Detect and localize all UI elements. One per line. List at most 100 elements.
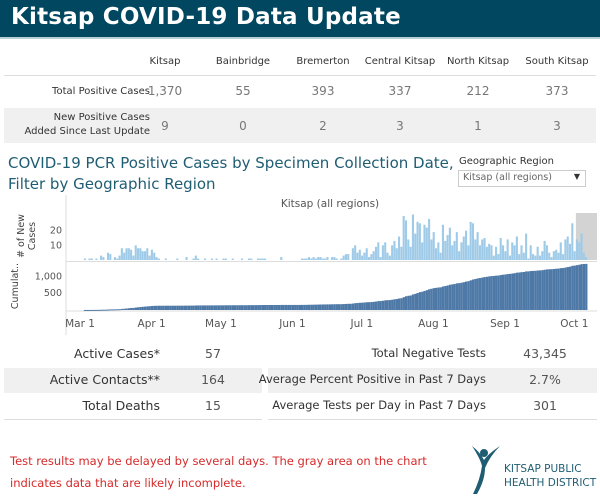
cumulative-bar <box>270 304 274 310</box>
cumulative-bar <box>229 305 232 310</box>
cell-total-central: 337 <box>388 84 412 98</box>
cumulative-bar <box>532 270 535 310</box>
cumulative-bar <box>210 305 214 310</box>
new-cases-bar <box>203 258 207 260</box>
cell-total-kitsap: 1,370 <box>147 84 183 98</box>
new-cases-bar <box>141 251 144 260</box>
cumulative-bar <box>104 309 107 311</box>
cumulative-bar <box>254 305 258 310</box>
new-cases-bar <box>543 240 546 260</box>
new-cases-bar <box>529 245 532 260</box>
new-cases-bar <box>497 254 500 260</box>
cumulative-bar <box>268 304 271 310</box>
cumulative-bar <box>201 305 204 310</box>
new-cases-bar <box>326 257 329 260</box>
cumulative-bar <box>157 305 161 310</box>
new-cases-bar <box>118 255 121 260</box>
cumulative-bar <box>543 269 546 310</box>
cumulative-bar <box>132 307 135 310</box>
cumulative-bar <box>520 272 523 310</box>
cell-total-south: 373 <box>545 84 569 98</box>
cumulative-bar <box>455 283 459 310</box>
new-cases-bar <box>370 254 373 260</box>
new-cases-bar <box>305 258 308 260</box>
cumulative-bar <box>508 273 512 310</box>
new-cases-bar <box>314 258 317 260</box>
cumulative-bar <box>171 305 174 310</box>
new-cases-bar <box>499 237 502 260</box>
new-cases-bar <box>585 257 588 260</box>
cumulative-bar <box>264 304 267 310</box>
new-cases-bar <box>83 258 86 260</box>
cumulative-bar <box>379 301 382 310</box>
cumulative-bar <box>545 269 549 310</box>
cumulative-bar <box>153 305 156 310</box>
cumulative-bar <box>148 306 151 310</box>
new-cases-bar <box>143 251 147 260</box>
new-cases-bar <box>176 258 179 260</box>
cumulative-bar <box>414 293 417 310</box>
new-cases-bar <box>575 239 578 260</box>
cumulative-bar <box>495 275 498 310</box>
new-cases-bar <box>342 255 345 260</box>
cumulative-bar <box>497 275 500 310</box>
new-cases-bar <box>481 239 484 260</box>
cumulative-bar <box>580 264 583 310</box>
cumulative-bar <box>266 304 269 310</box>
region-filter-dropdown[interactable]: Kitsap (all regions) ▼ <box>458 170 586 187</box>
cumulative-bar <box>194 305 198 310</box>
cumulative-bar <box>257 305 260 310</box>
new-cases-bar <box>261 258 264 260</box>
new-cases-bar <box>400 246 403 260</box>
cumulative-bar <box>568 266 572 310</box>
new-cases-bar <box>155 257 158 260</box>
cumulative-bar <box>451 284 454 310</box>
row-label-line1: New Positive Cases <box>53 112 150 123</box>
cumulative-bar <box>259 305 262 310</box>
cumulative-bar <box>90 309 94 311</box>
cumulative-bar <box>522 271 526 310</box>
cumulative-bar <box>176 305 179 310</box>
new-cases-bar <box>116 258 119 260</box>
cumulative-bar <box>465 281 468 310</box>
new-cases-bar <box>356 252 359 260</box>
cumulative-bar <box>513 273 516 310</box>
y-tick-label-new: 10 <box>50 240 62 251</box>
new-cases-bar <box>264 258 267 260</box>
cumulative-bar <box>448 284 452 310</box>
cumulative-bar <box>243 305 246 310</box>
new-cases-bar <box>550 257 553 260</box>
cumulative-bar <box>294 304 297 310</box>
x-tick-label: Sep 1 <box>490 318 520 330</box>
cumulative-bar <box>234 305 237 310</box>
cumulative-bar <box>492 275 496 310</box>
cumulative-bar <box>185 305 188 310</box>
new-cases-bar <box>324 258 327 260</box>
new-cases-bar <box>231 258 234 260</box>
cumulative-bar <box>460 282 463 310</box>
cumulative-bar <box>351 303 355 310</box>
cumulative-bar <box>238 305 241 310</box>
cumulative-bar <box>483 277 486 310</box>
new-cases-bar <box>465 230 468 260</box>
new-cases-bar <box>100 255 103 260</box>
cumulative-bar <box>562 268 565 310</box>
cumulative-bar <box>125 308 128 310</box>
filter-value: Kitsap (all regions) <box>463 172 552 183</box>
cumulative-bar <box>365 302 368 310</box>
negative-tests-value: 43,345 <box>523 346 567 361</box>
new-cases-bar <box>307 257 311 260</box>
new-cases-bar <box>374 246 378 260</box>
new-cases-bar <box>488 243 491 260</box>
cumulative-bar <box>566 267 569 310</box>
tests-per-day-value: 301 <box>533 398 557 413</box>
cumulative-bar <box>164 305 168 310</box>
cumulative-bar <box>113 309 117 311</box>
cumulative-bar <box>541 270 544 310</box>
cumulative-bar <box>425 290 429 310</box>
new-cases-bar <box>157 258 160 260</box>
new-cases-bar <box>439 252 442 260</box>
cumulative-bar <box>573 265 576 310</box>
new-cases-bar <box>460 242 463 260</box>
cumulative-bar <box>578 264 581 310</box>
